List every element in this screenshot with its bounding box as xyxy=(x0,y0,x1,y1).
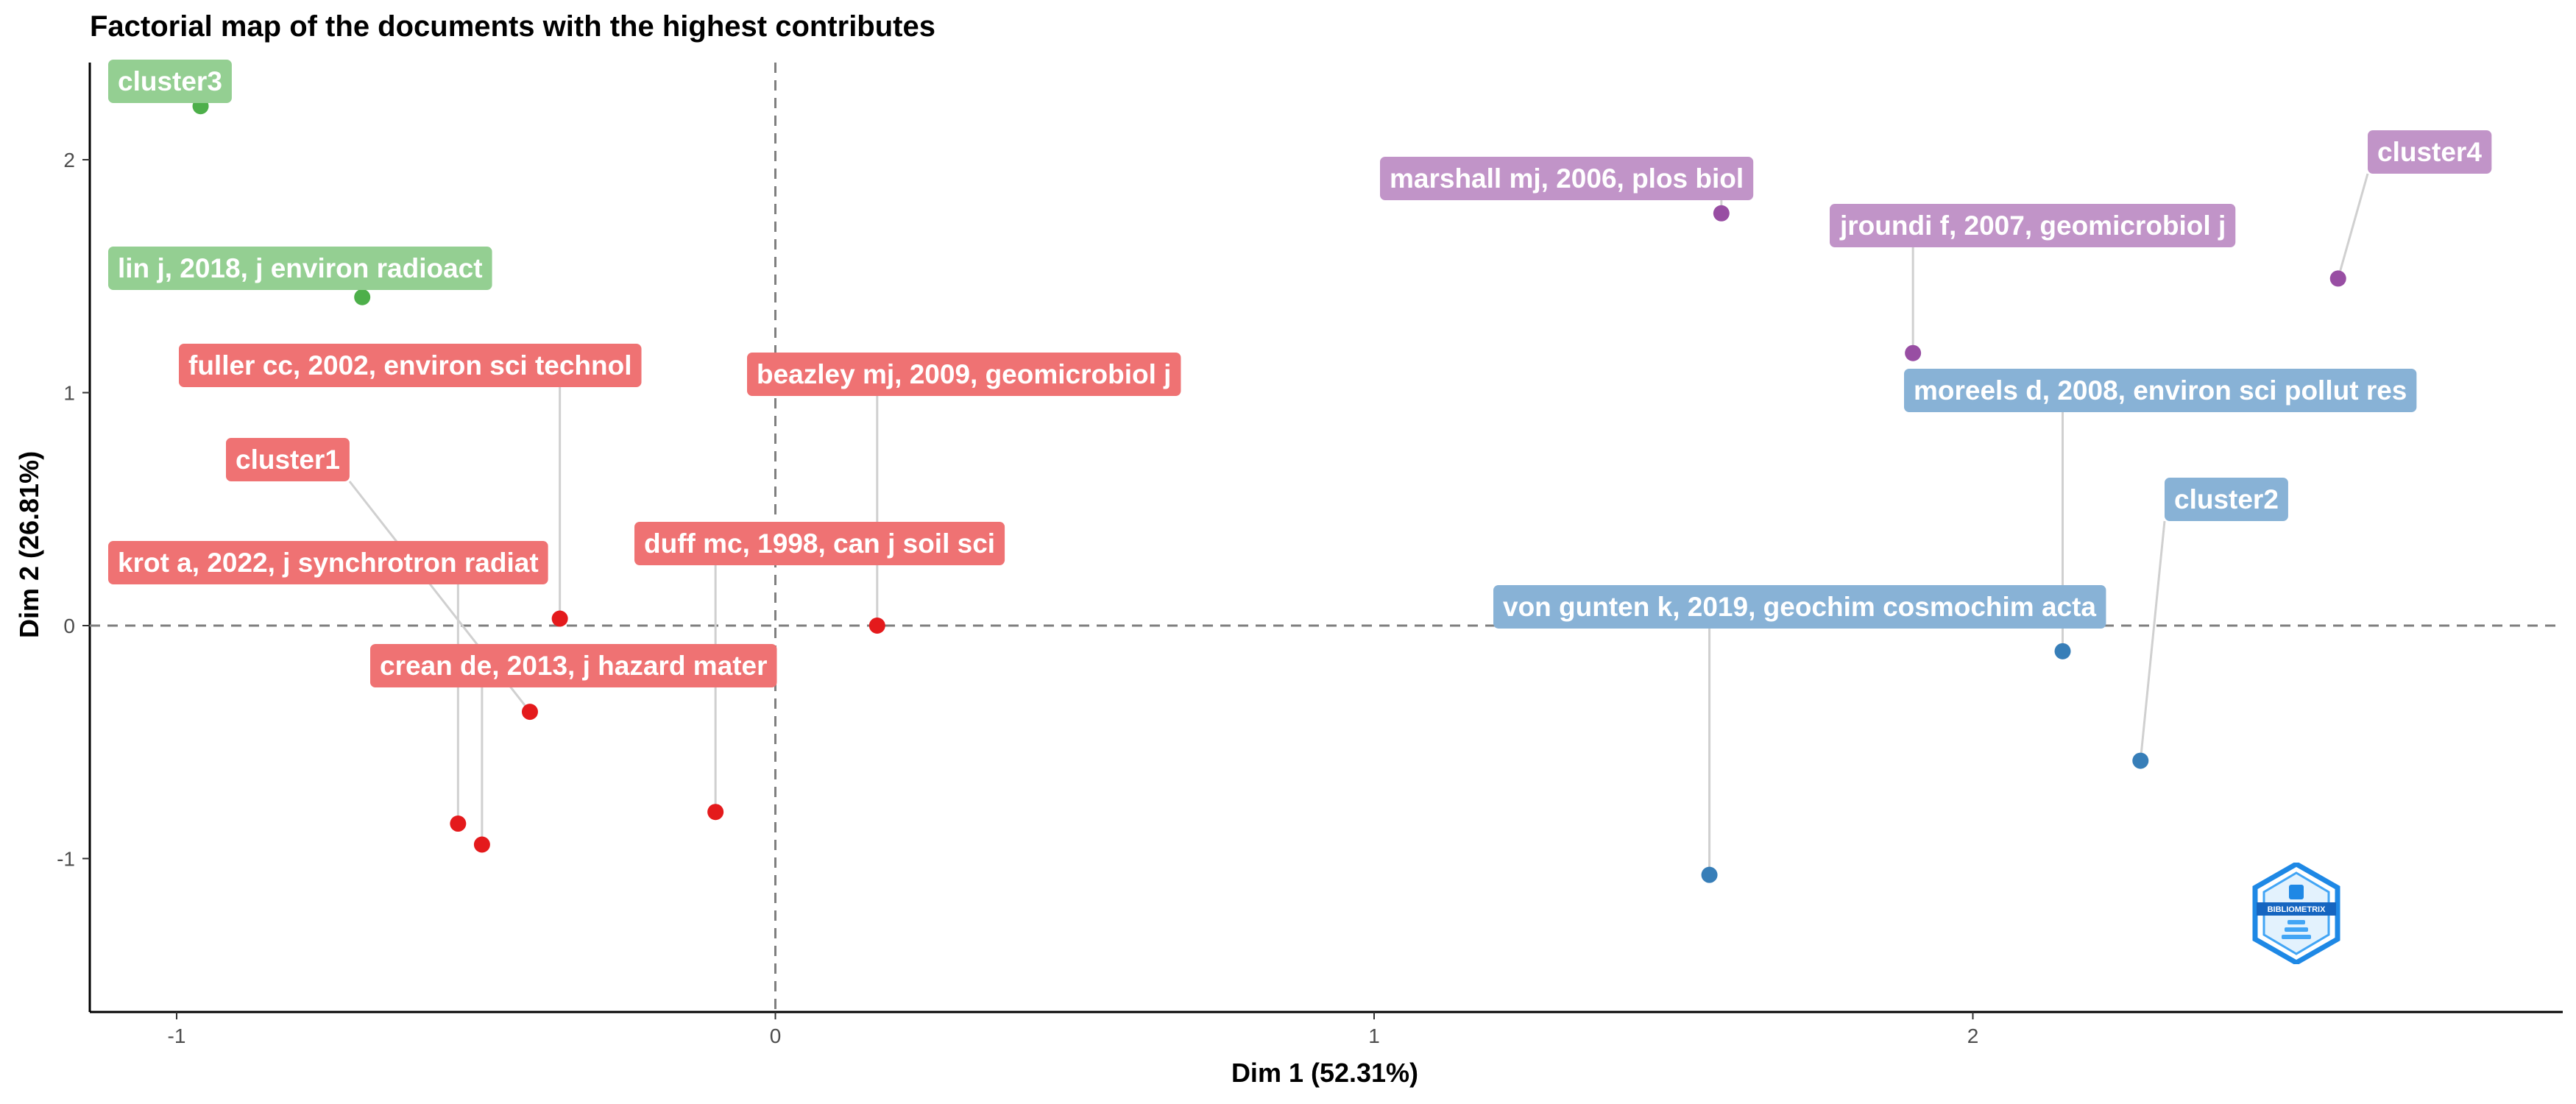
point-label-text: cluster4 xyxy=(2377,137,2482,167)
point-label-text: jroundi f, 2007, geomicrobiol j xyxy=(1839,210,2226,241)
data-point xyxy=(868,618,885,634)
point-label: cluster4 xyxy=(2368,130,2492,174)
point-label-text: fuller cc, 2002, environ sci technol xyxy=(188,350,632,381)
point-label: moreels d, 2008, environ sci pollut res xyxy=(1904,369,2417,412)
x-tick-label: -1 xyxy=(168,1025,186,1047)
data-point xyxy=(2132,752,2149,769)
data-point xyxy=(354,289,371,305)
x-tick-label: 0 xyxy=(770,1025,782,1047)
point-label-box xyxy=(226,438,350,481)
point-label: cluster1 xyxy=(226,438,350,481)
y-tick-label: -1 xyxy=(57,848,75,871)
point-label-text: duff mc, 1998, can j soil sci xyxy=(644,528,995,559)
data-point xyxy=(2054,643,2071,659)
x-tick-label: 1 xyxy=(1368,1025,1380,1047)
point-label-box xyxy=(1380,157,1754,200)
y-tick-label: 1 xyxy=(63,382,75,405)
x-axis-title: Dim 1 (52.31%) xyxy=(1231,1058,1418,1088)
data-point xyxy=(551,610,568,627)
point-label-box xyxy=(2165,478,2288,521)
point-label: crean de, 2013, j hazard mater xyxy=(370,644,777,687)
point-label: cluster3 xyxy=(108,60,232,103)
point-label-box xyxy=(2368,130,2492,174)
point-label-text: moreels d, 2008, environ sci pollut res xyxy=(1914,375,2407,406)
point-label-text: krot a, 2022, j synchrotron radiat xyxy=(118,548,539,578)
point-label-text: cluster1 xyxy=(236,445,340,475)
point-label-box xyxy=(370,644,777,687)
point-label-text: lin j, 2018, j environ radioact xyxy=(118,253,483,283)
y-tick-label: 0 xyxy=(63,615,75,637)
chart-title: Factorial map of the documents with the … xyxy=(90,10,935,43)
point-label-box xyxy=(1493,585,2106,629)
point-label-box xyxy=(1904,369,2417,412)
data-point xyxy=(707,804,724,821)
point-label-box xyxy=(634,522,1005,565)
data-point xyxy=(450,815,467,832)
point-label: marshall mj, 2006, plos biol xyxy=(1380,157,1754,200)
point-label-box xyxy=(179,344,642,387)
data-point xyxy=(1701,866,1718,883)
point-label: fuller cc, 2002, environ sci technol xyxy=(179,344,642,387)
point-label-text: cluster2 xyxy=(2174,484,2279,514)
data-point xyxy=(1713,205,1730,222)
point-label-box xyxy=(1830,204,2236,247)
point-label-text: cluster3 xyxy=(118,66,222,96)
data-points xyxy=(192,98,2346,883)
point-label: duff mc, 1998, can j soil sci xyxy=(634,522,1005,565)
y-tick-label: 2 xyxy=(63,149,75,171)
point-label-text: von gunten k, 2019, geochim cosmochim ac… xyxy=(1503,592,2096,622)
point-label-box xyxy=(108,541,548,584)
point-label-text: beazley mj, 2009, geomicrobiol j xyxy=(757,359,1171,389)
y-axis-title: Dim 2 (26.81%) xyxy=(14,451,44,638)
label-connector xyxy=(2337,173,2369,279)
data-point xyxy=(1905,344,1922,361)
point-label-box xyxy=(108,247,492,290)
point-label-text: marshall mj, 2006, plos biol xyxy=(1390,163,1744,194)
reference-lines xyxy=(90,63,2563,1012)
logo-text: BIBLIOMETRIX xyxy=(2268,905,2326,914)
data-point xyxy=(2329,270,2346,287)
x-tick-label: 2 xyxy=(1967,1025,1979,1047)
point-label: cluster2 xyxy=(2165,478,2288,521)
data-point xyxy=(473,836,490,853)
point-labels: cluster3 lin j, 2018, j environ radioact f… xyxy=(108,60,2492,687)
data-point xyxy=(521,704,538,721)
point-label-text: crean de, 2013, j hazard mater xyxy=(380,651,768,681)
bibliometrix-logo: BIBLIOMETRIX xyxy=(2252,860,2340,966)
bibliometrix-logo-icon: BIBLIOMETRIX xyxy=(2252,860,2340,966)
point-label-box xyxy=(747,353,1181,396)
label-connector xyxy=(2139,520,2166,761)
point-label: von gunten k, 2019, geochim cosmochim ac… xyxy=(1493,585,2106,629)
point-label: beazley mj, 2009, geomicrobiol j xyxy=(747,353,1181,396)
point-label: lin j, 2018, j environ radioact xyxy=(108,247,492,290)
axes xyxy=(88,63,2563,1013)
point-label: krot a, 2022, j synchrotron radiat xyxy=(108,541,548,584)
point-label-box xyxy=(108,60,232,103)
point-label: jroundi f, 2007, geomicrobiol j xyxy=(1830,204,2236,247)
axis-ticks: -1 0 1 2 -1 0 1 2 xyxy=(57,149,1978,1047)
